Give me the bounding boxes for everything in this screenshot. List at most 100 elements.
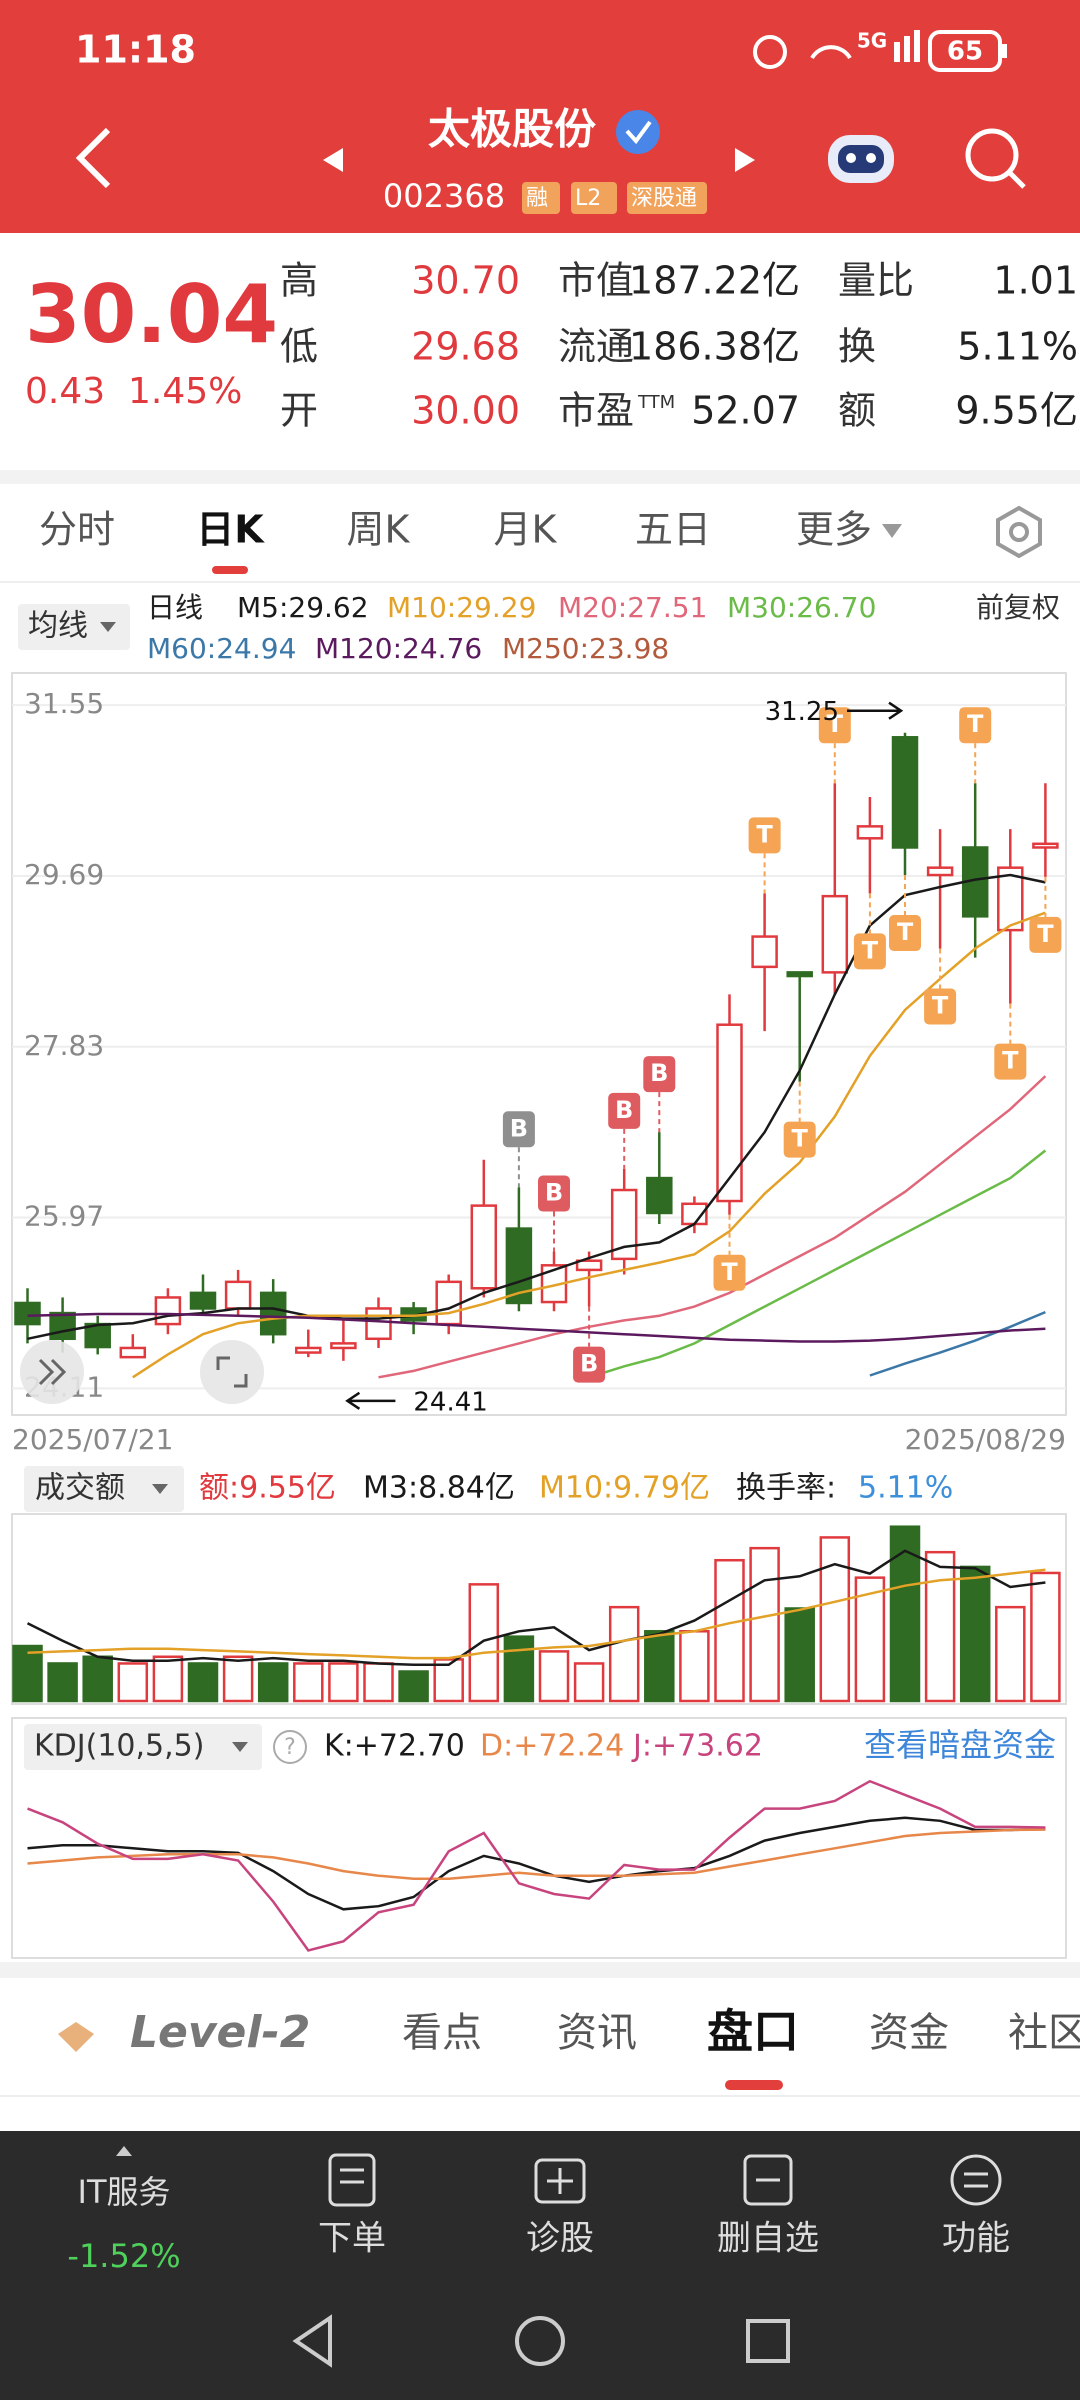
status-icons — [753, 30, 1007, 72]
settings-icon-center — [1009, 522, 1029, 542]
indicator-button[interactable] — [18, 604, 130, 650]
signal-label: B — [580, 1350, 598, 1378]
volume-legend: 额:9.55亿 — [199, 1471, 336, 1506]
bottom-bar — [0, 2131, 1080, 2400]
candle-body — [435, 1280, 462, 1326]
verified-badge — [616, 110, 660, 154]
volume-bar — [328, 1662, 359, 1703]
ma-legend: M5:29.62 — [237, 591, 369, 624]
candle-body — [154, 1296, 182, 1326]
nav-recent[interactable] — [746, 2319, 790, 2363]
candle-body — [926, 866, 954, 877]
collapse-icon — [38, 1358, 67, 1386]
stat-label-sup: TTM — [637, 392, 675, 413]
stat-value: 9.55亿 — [955, 389, 1078, 433]
robot-icon[interactable] — [828, 135, 894, 183]
ma-line — [869, 1310, 1046, 1377]
help-icon[interactable] — [273, 1730, 307, 1764]
search-icon[interactable] — [965, 128, 1026, 189]
fullscreen-icon — [216, 1356, 248, 1388]
volume-legend: M10:9.79亿 — [539, 1471, 710, 1506]
dropdown-arrow — [100, 622, 116, 632]
info-tab[interactable]: 资讯 — [557, 2010, 637, 2056]
next-stock[interactable] — [735, 148, 755, 172]
candle-body — [646, 1176, 673, 1215]
adjust-label[interactable]: 前复权 — [976, 591, 1060, 624]
info-tab[interactable]: 看点 — [402, 2010, 482, 2056]
volume-bar — [82, 1655, 113, 1703]
signal-badge — [643, 1056, 676, 1093]
nav-home[interactable] — [515, 2316, 565, 2366]
candle-body — [224, 1280, 252, 1310]
period-tab[interactable]: 周K — [347, 508, 411, 552]
period-tab[interactable]: 五日 — [635, 508, 711, 552]
nav-back[interactable] — [292, 2314, 332, 2368]
period-tab[interactable]: 月K — [494, 508, 558, 552]
signal-badge — [713, 1254, 746, 1291]
volume-bar — [293, 1662, 324, 1703]
y-tick-label: 25.97 — [24, 1200, 104, 1233]
signal-label: T — [792, 1125, 809, 1153]
dropdown-arrow — [882, 524, 902, 538]
info-tab[interactable]: 社区 — [1008, 2010, 1080, 2056]
volume-bar — [398, 1670, 429, 1703]
status-time: 11:18 — [75, 28, 196, 72]
settings-icon[interactable] — [996, 505, 1042, 559]
period-tab[interactable]: 分时 — [39, 508, 115, 552]
dropdown-arrow — [152, 1484, 168, 1494]
volume-bar — [47, 1662, 78, 1703]
stock-tag-bg — [522, 182, 560, 214]
fullscreen-button[interactable] — [200, 1340, 264, 1404]
ma-legend: M250:23.98 — [502, 632, 669, 665]
indicator-button-label[interactable]: 均线 — [28, 609, 88, 644]
stat-label: 额 — [838, 389, 876, 433]
signal-label: T — [721, 1258, 738, 1286]
dark-pool-link[interactable]: 查看暗盘资金 — [864, 1726, 1056, 1764]
info-tab[interactable]: 盘口 — [707, 2005, 799, 2059]
volume-bar — [644, 1630, 675, 1703]
last-price: 30.04 — [25, 268, 278, 361]
period-tab[interactable]: 更多 — [796, 508, 872, 552]
sector-name[interactable]: IT服务 — [78, 2173, 171, 2211]
volume-bar — [608, 1605, 640, 1703]
volume-ma-line — [26, 1549, 1046, 1667]
action-label[interactable]: 诊股 — [526, 2219, 594, 2259]
action-label[interactable]: 功能 — [942, 2219, 1010, 2259]
kdj-legend: D:+72.24 — [480, 1729, 624, 1764]
info-tab[interactable]: Level-2 — [130, 2007, 310, 2058]
action-label[interactable]: 删自选 — [717, 2219, 819, 2259]
y-tick-label: 29.69 — [24, 858, 104, 891]
kdj-button-label[interactable]: KDJ(10,5,5) — [34, 1729, 204, 1764]
volume-button[interactable] — [24, 1466, 184, 1512]
action-icons — [328, 2153, 1002, 2207]
kdj-button[interactable] — [24, 1724, 262, 1770]
verified-check — [625, 120, 652, 145]
prev-stock[interactable] — [323, 148, 343, 172]
min-annotation: 24.41 — [413, 1387, 487, 1417]
signal-label: T — [756, 820, 773, 848]
stock-title: 太极股份 — [428, 105, 596, 154]
stat-value: 186.38亿 — [629, 325, 800, 369]
signal-label: B — [615, 1096, 633, 1124]
stat-value: 29.68 — [411, 325, 520, 369]
level2-icon — [58, 2022, 94, 2052]
volume-bar — [152, 1655, 184, 1703]
kdj-line — [27, 1779, 1046, 1952]
signal-badge — [748, 817, 781, 854]
volume-bar — [433, 1658, 464, 1703]
candle-body — [786, 971, 813, 978]
info-tab[interactable]: 资金 — [869, 2010, 949, 2056]
signal-badge — [1029, 916, 1062, 953]
volume-button-label[interactable]: 成交额 — [35, 1471, 125, 1506]
candle-body — [856, 825, 884, 840]
signal-badge — [994, 1043, 1027, 1080]
volume-bar — [784, 1607, 815, 1703]
turnover-label: 换手率: — [736, 1471, 836, 1506]
kdj-line — [27, 1816, 1046, 1911]
stat-label: 换 — [838, 325, 876, 369]
period-tab[interactable]: 日K — [196, 508, 265, 552]
back-button[interactable] — [75, 127, 111, 189]
action-label[interactable]: 下单 — [318, 2219, 386, 2259]
